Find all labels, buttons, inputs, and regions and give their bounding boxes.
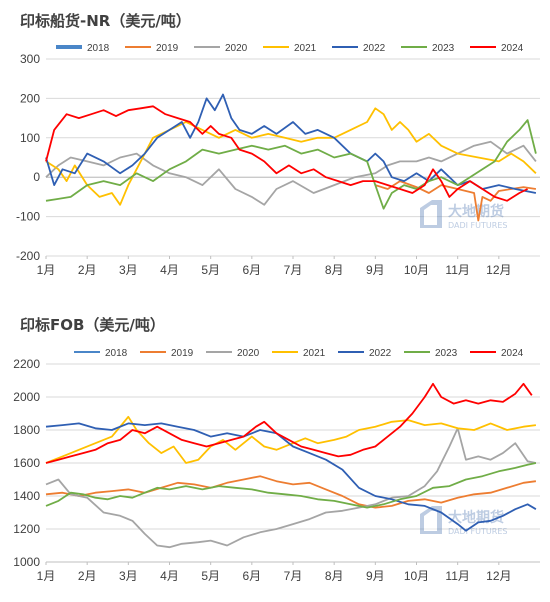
x-tick-label: 10月 (404, 263, 429, 277)
y-tick-label: 200 (20, 91, 40, 105)
legend-label: 2018 (105, 348, 128, 359)
series-line-2019 (45, 475, 537, 509)
y-tick-label: 1200 (13, 522, 40, 536)
y-tick-label: 2200 (13, 357, 40, 371)
watermark-name: 大地期货 (448, 203, 504, 220)
y-tick-label: 1600 (13, 456, 40, 470)
y-tick-label: -200 (16, 249, 40, 263)
series-line-2023 (45, 119, 537, 210)
chart-title: 印标船货-NR（美元/吨） (20, 12, 191, 30)
legend-label: 2019 (156, 43, 179, 54)
x-tick-label: 11月 (445, 569, 469, 583)
legend-label: 2021 (294, 43, 317, 54)
x-tick-label: 10月 (404, 569, 429, 583)
y-tick-label: 1000 (13, 555, 40, 569)
watermark-icon-inner (424, 205, 437, 225)
legend-label: 2022 (369, 348, 392, 359)
chart-svg-nr: -200 -100 0 100 200 300 1月 2月 3月 4月 5月 6月 7月 8月 9月 10月 1… (16, 43, 540, 277)
series-line-2021 (45, 107, 537, 206)
watermark-sub: DADI FUTURES (448, 527, 507, 536)
x-tick-label: 5月 (201, 569, 220, 583)
series-line-2021 (45, 415, 537, 464)
x-tick-label: 4月 (160, 263, 179, 277)
series-line-2020 (45, 427, 537, 549)
chart-panel-fob: 印标FOB（美元/吨） 1000 1200 1400 1600 1800 2000 2200… (0, 306, 550, 602)
y-tick-label: 300 (20, 52, 40, 66)
legend-label: 2022 (363, 43, 386, 54)
x-tick-label: 2月 (78, 263, 97, 277)
legend-label: 2023 (435, 348, 458, 359)
chart-panel-nr: 印标船货-NR（美元/吨） -200 -100 0 100 200 300 1月 2月 3月 4月… (0, 0, 550, 296)
y-tick-label: 1400 (13, 489, 40, 503)
series-line-2023 (45, 462, 537, 509)
x-tick-label: 1月 (37, 263, 56, 277)
x-tick-label: 6月 (242, 569, 261, 583)
watermark-icon (420, 200, 442, 228)
chart-title: 印标FOB（美元/吨） (20, 316, 165, 334)
x-tick-label: 8月 (325, 263, 344, 277)
legend-label: 2018 (87, 43, 110, 54)
x-tick-label: 12月 (486, 569, 511, 583)
x-tick-label: 11月 (445, 263, 469, 277)
x-tick-label: 5月 (201, 263, 220, 277)
series-line-2020 (45, 140, 537, 206)
watermark-icon (420, 506, 442, 534)
y-tick-label: 1800 (13, 423, 40, 437)
x-tick-label: 1月 (37, 569, 56, 583)
legend-label: 2020 (225, 43, 248, 54)
x-tick-label: 4月 (160, 569, 179, 583)
x-tick-label: 3月 (119, 263, 138, 277)
legend-label: 2024 (501, 43, 524, 54)
x-tick-label: 6月 (242, 263, 261, 277)
legend-label: 2020 (237, 348, 260, 359)
x-tick-label: 2月 (78, 569, 97, 583)
legend-label: 2021 (303, 348, 326, 359)
x-tick-label: 9月 (366, 569, 385, 583)
x-tick-label: 3月 (119, 569, 138, 583)
series-line-2022 (45, 93, 537, 194)
chart-svg-fob: 1000 1200 1400 1600 1800 2000 2200 1月 2月 3月 4月 5月 6月… (13, 348, 540, 583)
x-tick-label: 8月 (325, 569, 344, 583)
x-tick-label: 12月 (486, 263, 511, 277)
series-line-2022 (45, 422, 537, 532)
legend-label: 2019 (171, 348, 194, 359)
y-tick-label: 0 (33, 170, 40, 184)
legend-label: 2023 (432, 43, 455, 54)
x-tick-label: 7月 (284, 569, 303, 583)
x-tick-label: 7月 (284, 263, 303, 277)
legend-label: 2024 (501, 348, 524, 359)
series-line-2019 (375, 180, 537, 222)
series-line-2024 (45, 382, 533, 464)
y-tick-label: 2000 (13, 390, 40, 404)
y-tick-label: -100 (16, 210, 40, 224)
y-tick-label: 100 (20, 131, 40, 145)
watermark-sub: DADI FUTURES (448, 221, 507, 230)
series-line-2024 (45, 105, 528, 202)
x-tick-label: 9月 (366, 263, 385, 277)
watermark-icon-inner (424, 511, 437, 531)
